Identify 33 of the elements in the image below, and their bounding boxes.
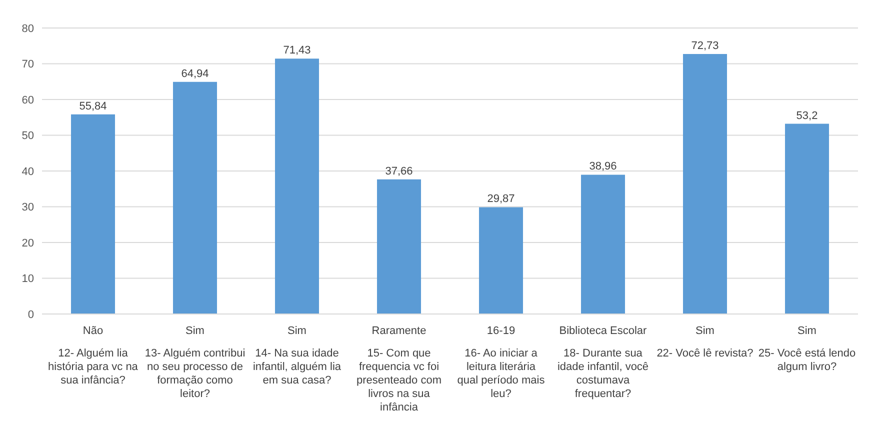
bar <box>479 207 523 314</box>
x-tick-label: Sim 22- Você lê revista? <box>656 325 754 360</box>
y-tick-label: 20 <box>22 237 34 250</box>
y-tick-label: 70 <box>22 58 34 71</box>
data-label: 64,94 <box>181 68 209 80</box>
y-tick-label: 60 <box>22 94 34 106</box>
bar <box>377 179 421 314</box>
x-tick-label: Biblioteca Escolar 18- Durante sua idade infantil, você costumava frequentar? <box>557 325 649 400</box>
x-tick-label: Raramente 15- Com que frequencia vc foi presenteado com livros na sua infância <box>356 325 442 414</box>
y-tick-label: 40 <box>22 166 34 178</box>
x-tick-label: Sim 14- Na sua idade infantil, alguém lia em sua casa? <box>252 325 342 386</box>
data-label: 29,87 <box>487 193 515 206</box>
bar <box>683 54 727 314</box>
bar <box>785 124 829 314</box>
data-label: 53,2 <box>796 110 818 122</box>
x-tick-label: Sim 13- Alguém contribui no seu processo de formação como leitor? <box>144 325 246 400</box>
bar <box>173 82 217 314</box>
data-label: 71,43 <box>283 44 311 57</box>
data-label: 38,96 <box>589 160 617 173</box>
data-label: 55,84 <box>79 100 107 112</box>
x-tick-label: Sim 25- Você está lendo algum livro? <box>758 325 856 373</box>
y-tick-label: 10 <box>22 273 34 286</box>
data-label: 72,73 <box>691 40 719 52</box>
x-tick-label: 16-19 16- Ao iniciar a leitura literária qual período mais leu? <box>457 325 546 400</box>
bar <box>275 58 319 314</box>
x-tick-label: Não 12- Alguém lia história para vc na sua infância? <box>48 325 139 386</box>
y-tick-label: 30 <box>22 202 34 214</box>
bar <box>71 114 115 314</box>
y-tick-label: 50 <box>22 130 34 142</box>
data-label: 37,66 <box>385 165 413 178</box>
y-tick-label: 80 <box>22 22 34 35</box>
bar <box>581 174 625 314</box>
y-tick-label: 0 <box>28 308 34 321</box>
